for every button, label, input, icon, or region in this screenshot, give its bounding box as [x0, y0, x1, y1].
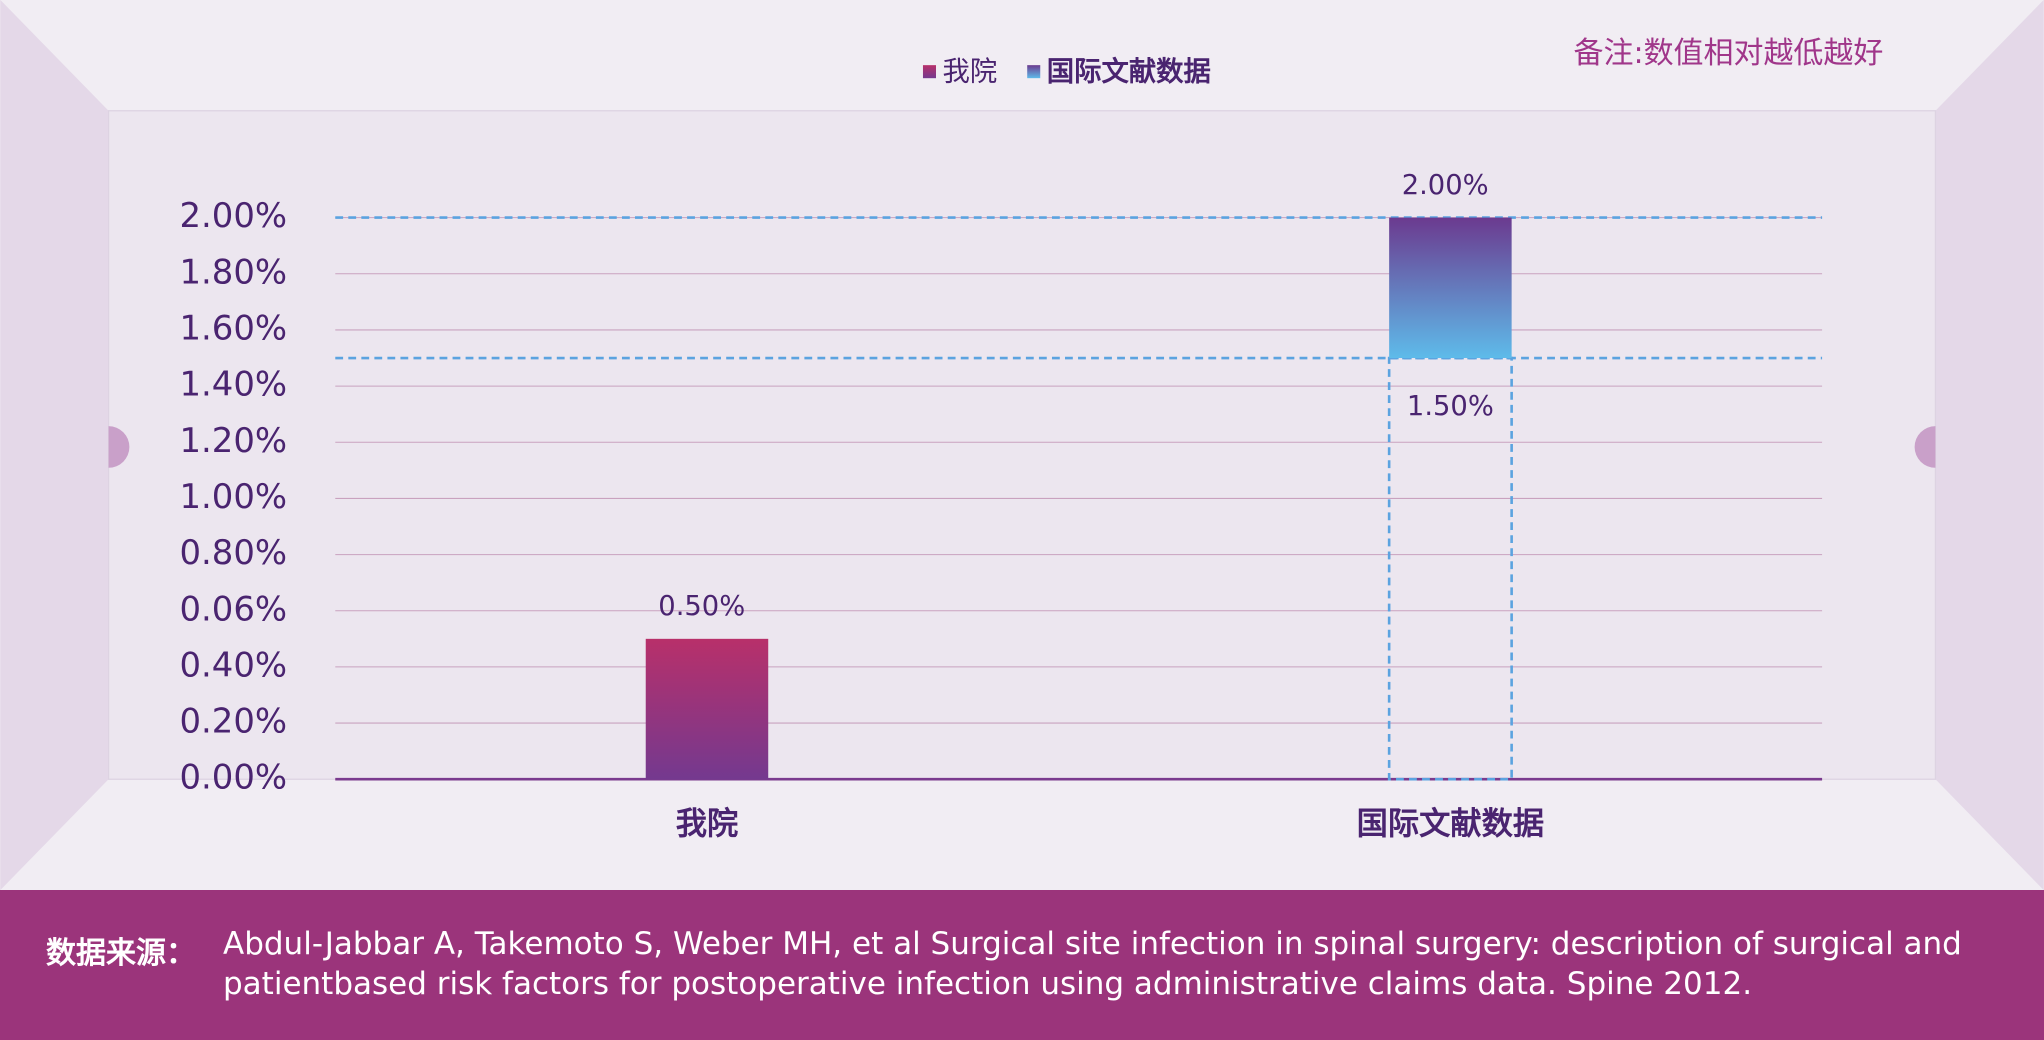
x-tick-label: 我院 — [676, 805, 739, 842]
annotation: 备注:数值相对越低越好 — [1574, 36, 1884, 71]
legend-label: 国际文献数据 — [1047, 55, 1211, 87]
bar — [1389, 217, 1512, 359]
value-label: 0.50% — [658, 591, 745, 622]
bar — [645, 638, 769, 780]
decoration — [108, 426, 130, 468]
x-tick-label: 国际文献数据 — [1357, 805, 1545, 842]
value-label: 2.00% — [1402, 170, 1489, 201]
y-tick-label: 1.40% — [179, 365, 287, 404]
side-panel — [0, 0, 109, 890]
y-tick-label: 1.20% — [179, 421, 287, 460]
legend-marker — [1027, 65, 1041, 79]
footer: 数据来源： Abdul-Jabbar A, Takemoto S, Weber … — [0, 890, 2044, 1040]
legend-label: 我院 — [943, 56, 998, 87]
plot-panel — [107, 110, 1937, 780]
y-tick-label: 2.00% — [179, 196, 287, 235]
legend-marker — [922, 65, 936, 79]
decoration — [1914, 426, 1936, 468]
y-tick-label: 0.20% — [179, 702, 287, 741]
side-panel — [1935, 0, 2044, 890]
source-label: 数据来源： — [46, 936, 196, 971]
source-text: Abdul-Jabbar A, Takemoto S, Weber MH, et… — [223, 926, 1962, 1002]
y-tick-label: 0.40% — [179, 645, 287, 684]
y-tick-label: 0.06% — [179, 589, 287, 628]
chart: 备注:数值相对越低越好 0.00% 0.20% 0.40% 0.06% 0.80% 1.0… — [0, 0, 2044, 890]
y-tick-label: 0.00% — [179, 758, 287, 797]
y-tick-label: 1.60% — [179, 308, 287, 347]
base-outline — [1387, 356, 1513, 781]
base-label: 1.50% — [1407, 391, 1494, 422]
y-tick-label: 1.00% — [179, 477, 287, 516]
y-tick-label: 1.80% — [179, 252, 287, 291]
y-tick-label: 0.80% — [179, 533, 287, 572]
